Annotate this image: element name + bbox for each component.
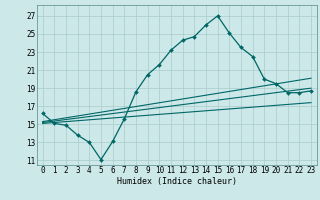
X-axis label: Humidex (Indice chaleur): Humidex (Indice chaleur): [117, 177, 237, 186]
